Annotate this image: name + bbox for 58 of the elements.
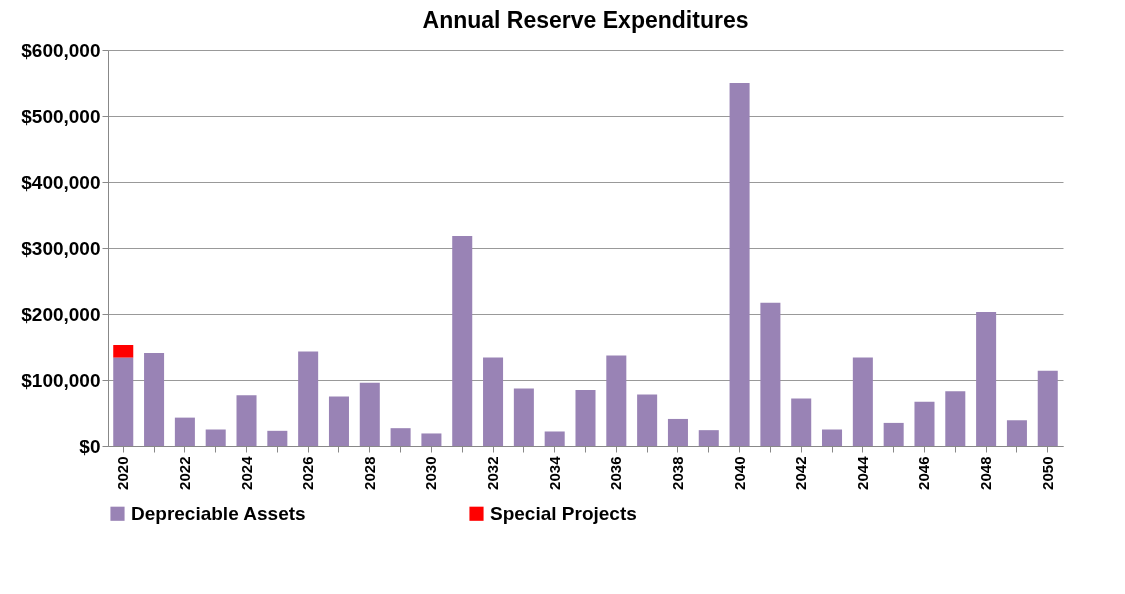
bar: [421, 433, 442, 446]
x-tick-label: 2036: [607, 456, 625, 490]
bar: [698, 430, 719, 446]
bar: [483, 357, 504, 446]
x-tick-label: 2046: [915, 456, 933, 490]
bar: [914, 401, 935, 446]
x-tick-label: 2022: [175, 456, 193, 490]
bar: [791, 398, 812, 446]
x-tick-label: 2028: [360, 456, 378, 490]
chart-title: Annual Reserve Expenditures: [422, 7, 749, 33]
y-tick-label: $400,000: [21, 171, 101, 193]
bar: [1006, 420, 1027, 446]
bar: [452, 236, 473, 446]
x-tick-label: 2044: [853, 455, 871, 490]
bar: [236, 395, 257, 446]
bar: [544, 431, 565, 446]
y-tick-label: $100,000: [21, 369, 101, 391]
bar: [113, 357, 134, 446]
bar: [113, 345, 134, 358]
legend-label: Special Projects: [490, 502, 637, 524]
y-tick-label: $0: [79, 435, 101, 457]
bar: [575, 389, 596, 446]
x-tick-label: 2050: [1038, 456, 1056, 490]
bar: [883, 422, 904, 446]
bar: [359, 382, 380, 446]
x-tick-label: 2048: [977, 456, 995, 490]
y-tick-label: $300,000: [21, 237, 101, 259]
bar: [945, 391, 966, 446]
bar: [637, 394, 658, 446]
y-tick-label: $500,000: [21, 105, 101, 127]
bar: [667, 418, 688, 446]
x-tick-label: 2030: [422, 456, 440, 490]
bar: [267, 430, 288, 446]
bar: [513, 388, 534, 446]
bar: [606, 355, 627, 446]
bar: [174, 417, 195, 446]
bar: [298, 351, 319, 446]
y-tick-label: $200,000: [21, 303, 101, 325]
bar: [144, 352, 165, 446]
x-tick-label: 2034: [545, 455, 563, 490]
bar: [390, 428, 411, 446]
bar: [852, 357, 873, 446]
bar: [822, 429, 843, 446]
x-tick-label: 2042: [792, 456, 810, 490]
x-tick-label: 2032: [484, 456, 502, 490]
bar: [1037, 370, 1058, 446]
x-tick-label: 2038: [668, 456, 686, 490]
legend-label: Depreciable Assets: [131, 502, 306, 524]
bar: [976, 312, 997, 446]
bar: [729, 83, 750, 446]
x-tick-label: 2040: [730, 456, 748, 490]
x-tick-label: 2020: [114, 456, 132, 490]
x-tick-label: 2024: [237, 455, 255, 490]
bar: [328, 396, 349, 446]
x-tick-label: 2026: [299, 456, 317, 490]
bar: [760, 302, 781, 446]
y-tick-label: $600,000: [21, 39, 101, 61]
bar: [205, 429, 226, 446]
